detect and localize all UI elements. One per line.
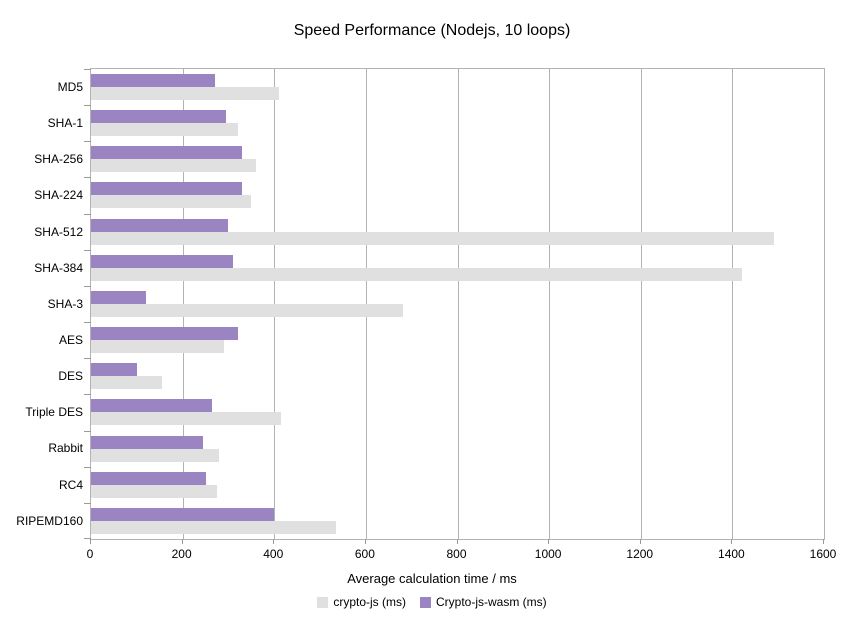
x-tick-label: 400 <box>263 547 284 561</box>
bar <box>91 291 146 304</box>
bar <box>91 146 243 159</box>
bar <box>91 159 256 172</box>
x-tick-label: 600 <box>354 547 375 561</box>
y-axis-label: SHA-384 <box>34 260 83 275</box>
bar <box>91 327 238 340</box>
y-tick-mark <box>84 503 91 504</box>
legend-item: crypto-js (ms) <box>317 595 406 609</box>
bar <box>91 508 275 521</box>
x-tick-label: 1200 <box>626 547 654 561</box>
bar <box>91 87 279 100</box>
gridline <box>732 69 734 539</box>
bar <box>91 340 224 353</box>
bar <box>91 436 204 449</box>
y-tick-mark <box>84 177 91 178</box>
y-tick-mark <box>84 286 91 287</box>
y-axis-labels: MD5 SHA-1 SHA-256 SHA-224 SHA-512 SHA-384 SHA-… <box>0 69 83 539</box>
y-axis-label: SHA-3 <box>47 296 83 311</box>
bar <box>91 219 229 232</box>
y-axis-label: RC4 <box>58 477 83 492</box>
chart-title: Speed Performance (Nodejs, 10 loops) <box>293 22 571 39</box>
x-tick-mark <box>639 539 641 544</box>
bar <box>91 110 227 123</box>
y-tick-mark <box>84 394 91 395</box>
y-tick-mark <box>84 250 91 251</box>
x-tick-label: 800 <box>446 547 467 561</box>
x-tick-mark <box>548 539 550 544</box>
y-axis-label: MD5 <box>57 80 83 95</box>
x-tick-label: 1600 <box>809 547 837 561</box>
legend-swatch <box>317 596 329 608</box>
y-tick-mark <box>84 467 91 468</box>
y-axis-label: DES <box>58 369 83 384</box>
y-tick-mark <box>84 538 91 539</box>
bar <box>91 232 774 245</box>
bar <box>91 449 220 462</box>
bar <box>91 182 243 195</box>
y-axis-label: SHA-256 <box>34 152 83 167</box>
y-tick-mark <box>84 141 91 142</box>
y-axis-label: SHA-224 <box>34 188 83 203</box>
bar <box>91 472 206 485</box>
y-tick-mark <box>84 358 91 359</box>
x-tick-label: 200 <box>171 547 192 561</box>
x-tick-mark <box>823 539 824 544</box>
x-tick-label: 0 <box>86 547 94 561</box>
bar <box>91 255 234 268</box>
x-tick-label: 1000 <box>534 547 562 561</box>
bar <box>91 195 252 208</box>
legend-swatch <box>420 596 431 608</box>
gridline <box>640 69 642 539</box>
y-axis-label: AES <box>58 333 83 348</box>
x-tick-label: 1400 <box>718 547 745 561</box>
bar <box>91 363 137 376</box>
x-tick-mark <box>181 539 183 544</box>
bar <box>91 412 282 425</box>
y-tick-mark <box>84 69 91 70</box>
bar <box>91 123 238 136</box>
bar <box>91 521 337 534</box>
plot-area <box>84 68 825 544</box>
y-axis-label: SHA-512 <box>34 224 83 239</box>
x-tick-mark <box>90 539 91 544</box>
legend-item: Crypto-js-wasm (ms) <box>420 595 547 609</box>
x-tick-mark <box>364 539 366 544</box>
bar <box>91 268 742 281</box>
legend-label: Crypto-js-wasm (ms) <box>436 595 547 609</box>
y-tick-mark <box>84 431 91 432</box>
bar <box>91 485 217 498</box>
bar <box>91 74 215 87</box>
y-axis-label: Rabbit <box>48 441 83 456</box>
bar <box>91 376 162 389</box>
bar <box>91 304 403 317</box>
x-tick-mark <box>456 539 458 544</box>
y-tick-mark <box>84 105 91 106</box>
bar <box>91 399 213 412</box>
gridline <box>457 69 459 539</box>
gridline <box>549 69 551 539</box>
y-tick-mark <box>84 322 91 323</box>
x-axis-tick-labels: 0 200 400 600 800 1000 1200 1400 1600 <box>86 547 837 563</box>
x-axis-title: Average calculation time / ms <box>347 571 517 586</box>
y-axis-label: RIPEMD160 <box>16 513 83 528</box>
y-tick-mark <box>84 214 91 215</box>
y-axis-label: Triple DES <box>25 405 83 420</box>
x-tick-mark <box>273 539 275 544</box>
legend: crypto-js (ms) Crypto-js-wasm (ms) <box>0 595 864 609</box>
legend-label: crypto-js (ms) <box>333 595 406 609</box>
y-axis-label: SHA-1 <box>47 116 83 131</box>
x-tick-mark <box>731 539 733 544</box>
